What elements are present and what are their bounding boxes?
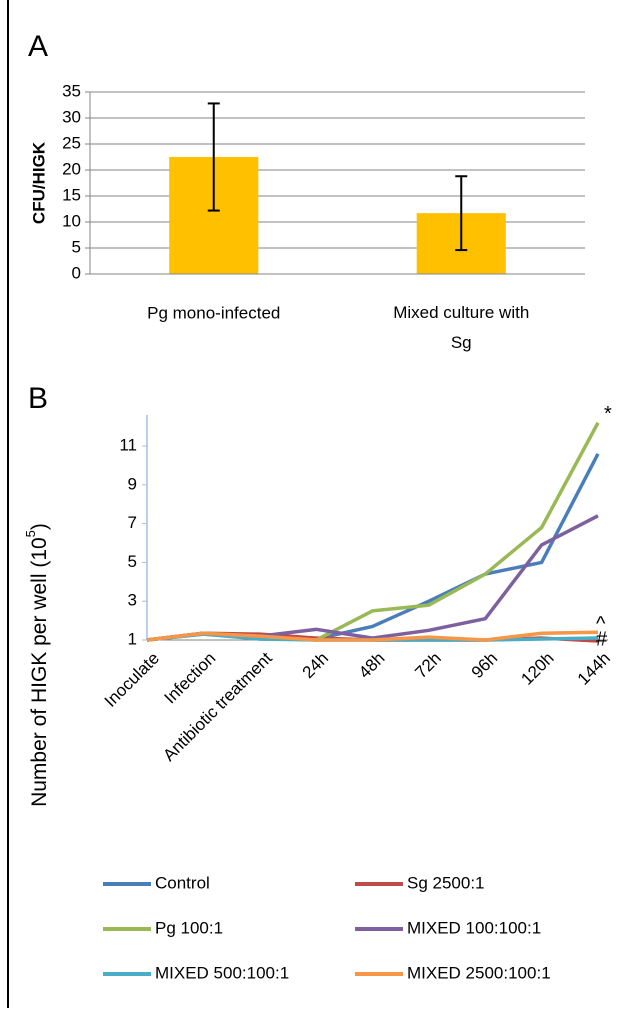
annotation: ^: [596, 613, 606, 635]
y-tick-label: 10: [62, 211, 81, 230]
x-tick-label: 24h: [299, 649, 332, 682]
annotation: #: [596, 628, 608, 650]
y-tick-label: 11: [119, 436, 137, 455]
y-axis-label-end: ): [28, 523, 51, 530]
x-tick-label: Mixed culture with Sg: [393, 303, 529, 352]
x-tick-label: 72h: [411, 649, 444, 682]
legend-label: Control: [155, 873, 210, 892]
y-tick-label: 20: [62, 159, 81, 178]
y-tick-label: 5: [128, 552, 137, 571]
legend-label: Pg 100:1: [155, 918, 223, 937]
y-tick-label: 7: [128, 513, 137, 532]
y-axis-label: CFU/HIGK: [29, 141, 48, 224]
x-tick-label: Infection: [160, 649, 219, 708]
legend-label: MIXED 500:100:1: [155, 963, 289, 982]
y-tick-label: 5: [72, 237, 81, 256]
error-bar: [207, 102, 220, 212]
y-axis-label-main: Number of HIGK per well (10: [28, 537, 51, 807]
annotation: *: [604, 403, 612, 425]
y-tick-label: 30: [62, 107, 81, 126]
series-line: [146, 514, 599, 642]
error-bar: [455, 175, 468, 252]
y-tick-label: 25: [62, 133, 81, 152]
x-tick-label: 48h: [355, 649, 388, 682]
legend-label: Sg 2500:1: [407, 873, 485, 892]
y-axis-label-sup: 5: [23, 530, 38, 537]
x-tick-label: 120h: [517, 649, 557, 689]
y-tick-label: 35: [62, 81, 81, 100]
y-axis-label: Number of HIGK per well (105): [23, 523, 50, 807]
y-tick-label: 0: [72, 263, 81, 282]
legend-label: MIXED 100:100:1: [407, 918, 541, 937]
panel-label: A: [28, 30, 48, 63]
legend-label: MIXED 2500:100:1: [407, 963, 551, 982]
series-line: [146, 630, 599, 642]
series-line: [146, 421, 600, 642]
y-tick-label: 15: [62, 185, 81, 204]
x-tick-label: 144h: [574, 649, 614, 689]
x-tick-label: Inoculate: [101, 649, 163, 711]
y-tick-label: 1: [128, 629, 137, 648]
y-tick-label: 3: [128, 591, 137, 610]
y-tick-label: 9: [128, 474, 137, 493]
panel-label: B: [28, 382, 48, 415]
x-tick-label: 96h: [468, 649, 501, 682]
x-tick-label: Antibiotic treatment: [159, 648, 276, 765]
x-tick-label: Pg mono-infected: [147, 303, 280, 322]
